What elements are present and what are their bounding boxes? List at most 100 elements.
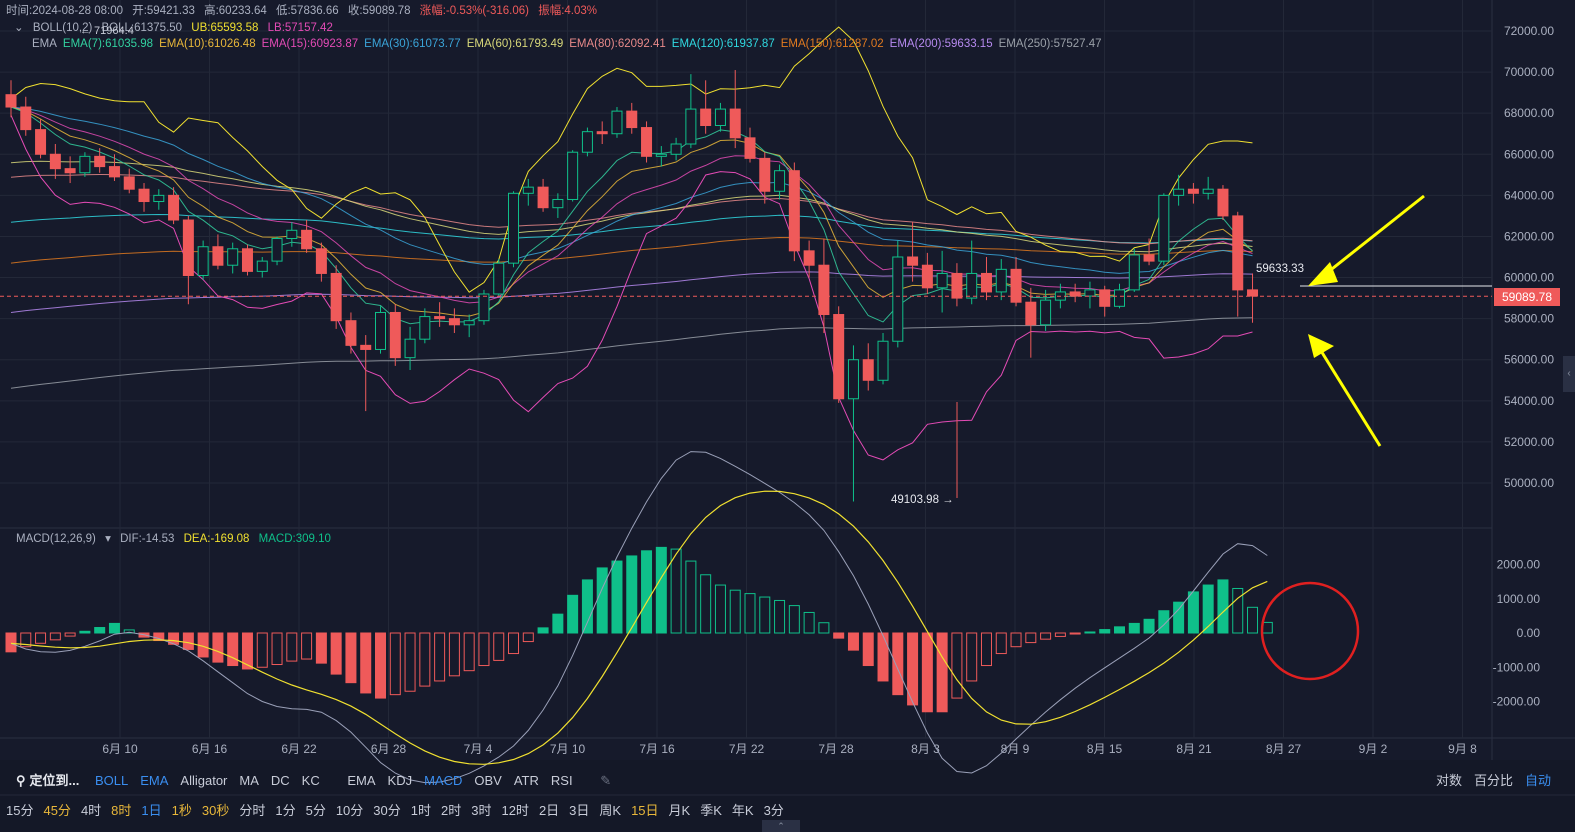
candle-down	[700, 108, 712, 127]
main-indicator-ema[interactable]: EMA	[140, 773, 169, 788]
macd-bar	[301, 632, 313, 660]
candle-up	[508, 192, 520, 264]
candle-up	[522, 186, 534, 194]
boll-label[interactable]: BOLL(10,2)	[32, 22, 93, 34]
main-indicator-alligator[interactable]: Alligator	[180, 773, 228, 788]
candle-up	[567, 151, 579, 200]
macd-value: MACD:309.10	[258, 533, 331, 545]
settings-edit-icon[interactable]: ✎	[600, 773, 612, 788]
macd-bar	[375, 632, 386, 699]
timeframe-8[interactable]: 1分	[275, 803, 296, 818]
scale-option-对数[interactable]: 对数	[1435, 773, 1462, 788]
timeframe-15[interactable]: 12时	[501, 803, 529, 818]
sub-indicator-ema[interactable]: EMA	[347, 773, 376, 788]
ema-value-8: EMA(150):61287.02	[780, 38, 884, 50]
macd-bar	[271, 632, 283, 666]
timeframe-18[interactable]: 周K	[599, 803, 622, 818]
macd-bar	[818, 622, 830, 634]
macd-tick-label: -2000.00	[1493, 695, 1541, 709]
timeframe-3[interactable]: 8时	[111, 803, 132, 818]
sub-indicator-obv[interactable]: OBV	[474, 773, 502, 788]
boll-readout: ⌄ BOLL(10,2) BOLL:61375.50 UB:65593.58 L…	[14, 20, 339, 34]
candle-down	[1025, 301, 1037, 326]
timeframe-12[interactable]: 1时	[410, 803, 431, 818]
macd-label[interactable]: MACD(12,26,9)	[16, 533, 96, 545]
timeframe-2[interactable]: 4时	[80, 803, 102, 818]
candle-down	[389, 311, 401, 359]
timeframe-14[interactable]: 3时	[471, 803, 492, 818]
ema-value-10: EMA(250):57527.47	[998, 38, 1102, 50]
main-indicator-boll[interactable]: BOLL	[95, 773, 129, 788]
candle-up	[197, 246, 209, 276]
timeframe-10[interactable]: 10分	[335, 803, 364, 818]
candle-up	[877, 340, 889, 381]
timeframe-5[interactable]: 1秒	[171, 803, 192, 818]
macd-bar	[714, 584, 726, 634]
sub-indicator-macd[interactable]: MACD	[424, 773, 463, 788]
candle-up	[1040, 299, 1052, 326]
timeframe-21[interactable]: 季K	[700, 803, 722, 818]
collapse-chevron-icon[interactable]: ⌄	[14, 22, 24, 34]
macd-bar	[1143, 618, 1155, 634]
timeframe-9[interactable]: 5分	[305, 803, 326, 818]
scale-option-百分比[interactable]: 百分比	[1473, 773, 1513, 788]
ema200-label: 59633.33	[1256, 263, 1304, 275]
macd-bar	[921, 632, 933, 713]
timeframe-4[interactable]: 1日	[141, 803, 162, 818]
macd-bar	[1158, 610, 1170, 634]
macd-dif: DIF:-14.53	[120, 533, 175, 545]
timeframe-13[interactable]: 2时	[441, 803, 462, 818]
timeframe-19[interactable]: 15日	[631, 803, 659, 818]
candle-up	[493, 262, 505, 295]
candle-down	[301, 229, 313, 250]
date-tick-label: 6月 22	[281, 742, 317, 756]
date-tick-label: 6月 16	[192, 742, 228, 756]
macd-dea-line	[10, 490, 1268, 765]
candle-up	[1084, 289, 1096, 297]
price-tick-label: 58000.00	[1504, 312, 1554, 326]
sub-indicator-kdj[interactable]: KDJ	[387, 773, 413, 788]
main-indicator-ma[interactable]: MA	[239, 773, 259, 788]
timeframe-23[interactable]: 3分	[763, 803, 784, 818]
timeframe-6[interactable]: 30秒	[201, 803, 230, 818]
locate-button[interactable]: ⚲ 定位到...	[16, 773, 80, 788]
macd-bar	[995, 632, 1007, 655]
candle-up	[286, 229, 298, 240]
candle-up	[404, 338, 416, 359]
timeframe-22[interactable]: 年K	[731, 803, 754, 818]
timeframe-1[interactable]: 45分	[43, 803, 71, 818]
price-tick-label: 52000.00	[1504, 435, 1554, 449]
macd-bar	[833, 632, 845, 639]
candle-up	[714, 108, 726, 127]
timeframe-17[interactable]: 3日	[569, 803, 590, 818]
sub-indicator-atr[interactable]: ATR	[513, 773, 539, 788]
timeframe-7[interactable]: 分时	[239, 803, 266, 818]
candle-down	[803, 250, 815, 266]
macd-bar	[892, 632, 904, 696]
price-tick-label: 62000.00	[1504, 229, 1554, 243]
candle-down	[537, 186, 549, 209]
macd-chevron-icon[interactable]: ▾	[105, 533, 111, 545]
candle-up	[655, 153, 667, 157]
macd-bar	[980, 632, 992, 667]
collapse-toolbar-handle[interactable]: ⌃	[762, 820, 800, 832]
date-tick-label: 7月 22	[729, 742, 765, 756]
macd-bar	[360, 632, 372, 694]
side-panel-handle[interactable]: ‹	[1563, 356, 1575, 392]
candle-down	[5, 94, 17, 108]
main-indicator-dc[interactable]: DC	[270, 773, 290, 788]
candle-down	[138, 188, 150, 203]
candle-up	[478, 293, 490, 322]
scale-option-自动[interactable]: 自动	[1524, 773, 1551, 788]
sub-indicator-rsi[interactable]: RSI	[550, 773, 573, 788]
timeframe-16[interactable]: 2日	[538, 803, 560, 818]
timeframe-0[interactable]: 15分	[6, 803, 34, 818]
main-indicator-kc[interactable]: KC	[301, 773, 320, 788]
candle-up	[966, 272, 978, 299]
timeframe-11[interactable]: 30分	[373, 803, 401, 818]
candle-up	[685, 108, 697, 145]
timeframe-20[interactable]: 月K	[668, 803, 691, 818]
macd-bar	[463, 632, 475, 672]
